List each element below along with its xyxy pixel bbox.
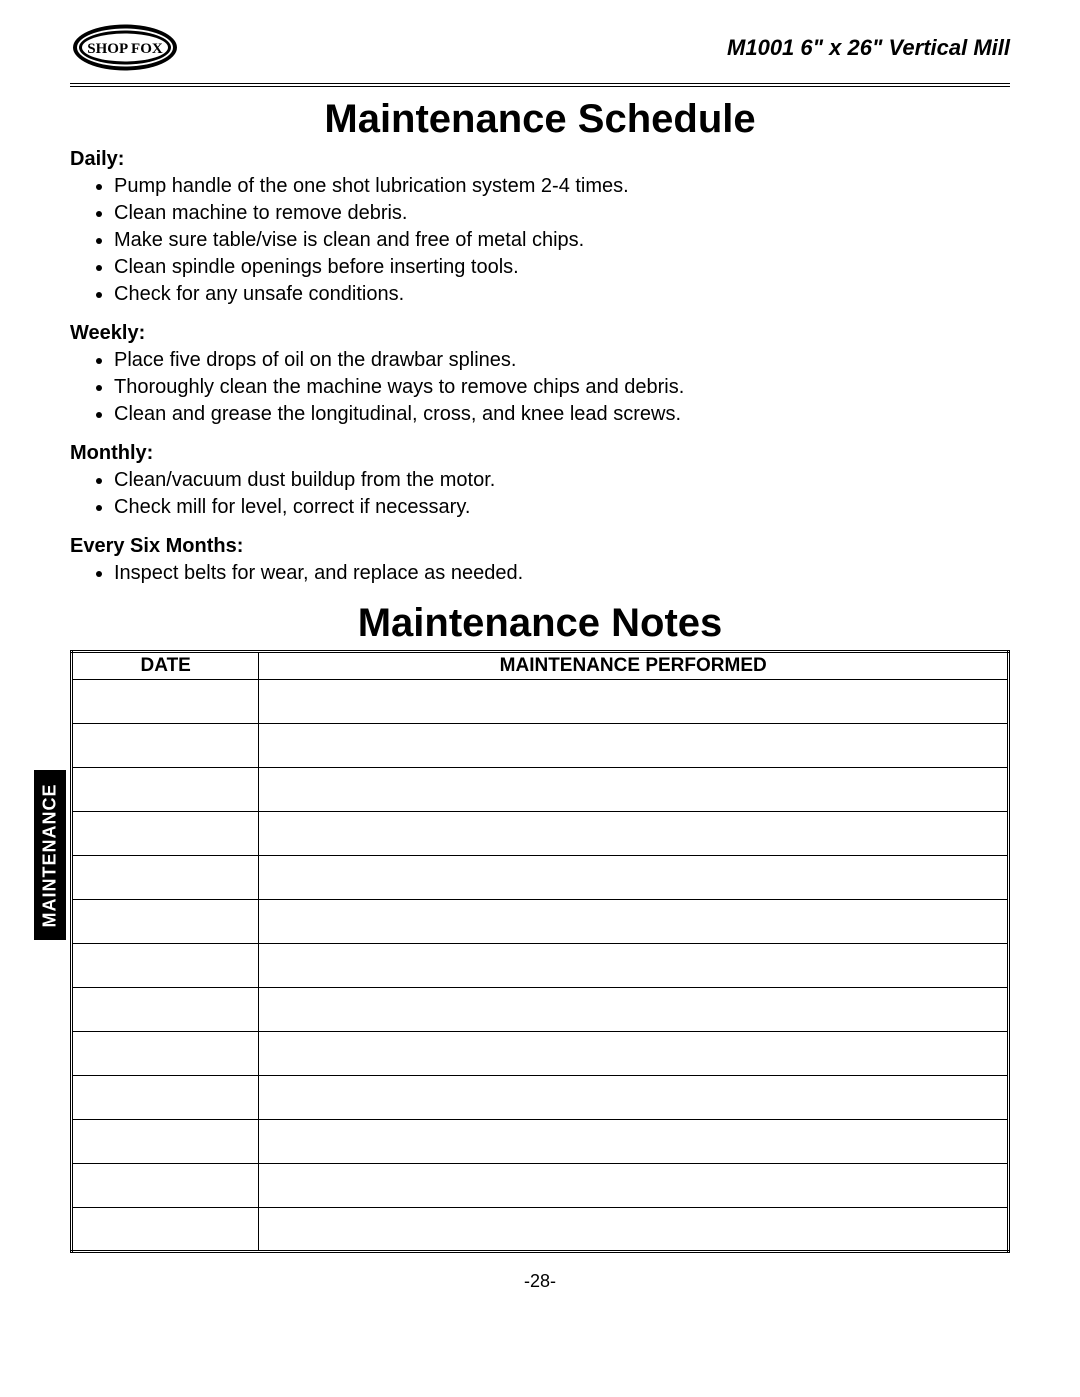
cell-date[interactable] — [72, 723, 259, 767]
schedule-list: Pump handle of the one shot lubrication … — [70, 173, 1010, 308]
side-tab-label: MAINTENANCE — [40, 783, 61, 927]
schedule-sections: Daily:Pump handle of the one shot lubric… — [70, 148, 1010, 587]
cell-date[interactable] — [72, 855, 259, 899]
cell-performed[interactable] — [259, 767, 1009, 811]
schedule-item: Check for any unsafe conditions. — [114, 281, 1010, 308]
table-row — [72, 987, 1009, 1031]
table-row — [72, 1207, 1009, 1251]
cell-performed[interactable] — [259, 1163, 1009, 1207]
cell-performed[interactable] — [259, 855, 1009, 899]
schedule-list: Inspect belts for wear, and replace as n… — [70, 560, 1010, 587]
cell-date[interactable] — [72, 811, 259, 855]
cell-performed[interactable] — [259, 943, 1009, 987]
cell-performed[interactable] — [259, 811, 1009, 855]
schedule-item: Place five drops of oil on the drawbar s… — [114, 347, 1010, 374]
schedule-title: Maintenance Schedule — [70, 97, 1010, 142]
cell-date[interactable] — [72, 1031, 259, 1075]
schedule-section: Weekly:Place five drops of oil on the dr… — [70, 322, 1010, 428]
notes-title: Maintenance Notes — [70, 601, 1010, 646]
table-row — [72, 1119, 1009, 1163]
table-row — [72, 943, 1009, 987]
cell-date[interactable] — [72, 943, 259, 987]
section-side-tab: MAINTENANCE — [34, 770, 66, 940]
table-row — [72, 811, 1009, 855]
table-row — [72, 1075, 1009, 1119]
cell-date[interactable] — [72, 1163, 259, 1207]
table-row — [72, 767, 1009, 811]
table-row — [72, 899, 1009, 943]
cell-performed[interactable] — [259, 679, 1009, 723]
cell-performed[interactable] — [259, 1119, 1009, 1163]
cell-performed[interactable] — [259, 987, 1009, 1031]
table-row — [72, 679, 1009, 723]
cell-performed[interactable] — [259, 723, 1009, 767]
cell-performed[interactable] — [259, 1075, 1009, 1119]
schedule-item: Check mill for level, correct if necessa… — [114, 494, 1010, 521]
cell-performed[interactable] — [259, 899, 1009, 943]
schedule-section: Daily:Pump handle of the one shot lubric… — [70, 148, 1010, 308]
schedule-list: Place five drops of oil on the drawbar s… — [70, 347, 1010, 428]
page-header: SHOP FOX M1001 6" x 26" Vertical Mill — [70, 20, 1010, 75]
schedule-item: Pump handle of the one shot lubrication … — [114, 173, 1010, 200]
table-row — [72, 1031, 1009, 1075]
brand-logo: SHOP FOX — [70, 20, 180, 75]
logo-text: SHOP FOX — [87, 41, 163, 57]
cell-performed[interactable] — [259, 1031, 1009, 1075]
table-header-row: DATE MAINTENANCE PERFORMED — [72, 652, 1009, 680]
col-header-performed: MAINTENANCE PERFORMED — [259, 652, 1009, 680]
schedule-item: Clean and grease the longitudinal, cross… — [114, 401, 1010, 428]
schedule-heading: Every Six Months: — [70, 535, 1010, 558]
table-row — [72, 855, 1009, 899]
cell-date[interactable] — [72, 679, 259, 723]
schedule-item: Thoroughly clean the machine ways to rem… — [114, 374, 1010, 401]
cell-date[interactable] — [72, 987, 259, 1031]
maintenance-notes-table: DATE MAINTENANCE PERFORMED — [70, 650, 1010, 1253]
schedule-item: Clean machine to remove debris. — [114, 200, 1010, 227]
schedule-section: Every Six Months:Inspect belts for wear,… — [70, 535, 1010, 587]
schedule-heading: Weekly: — [70, 322, 1010, 345]
schedule-item: Inspect belts for wear, and replace as n… — [114, 560, 1010, 587]
cell-performed[interactable] — [259, 1207, 1009, 1251]
cell-date[interactable] — [72, 767, 259, 811]
table-row — [72, 1163, 1009, 1207]
schedule-heading: Monthly: — [70, 442, 1010, 465]
page-number: -28- — [70, 1271, 1010, 1292]
cell-date[interactable] — [72, 1207, 259, 1251]
product-title: M1001 6" x 26" Vertical Mill — [727, 35, 1010, 61]
cell-date[interactable] — [72, 899, 259, 943]
schedule-item: Make sure table/vise is clean and free o… — [114, 227, 1010, 254]
schedule-item: Clean spindle openings before inserting … — [114, 254, 1010, 281]
table-row — [72, 723, 1009, 767]
manual-page: SHOP FOX M1001 6" x 26" Vertical Mill Ma… — [0, 0, 1080, 1397]
cell-date[interactable] — [72, 1075, 259, 1119]
schedule-list: Clean/vacuum dust buildup from the motor… — [70, 467, 1010, 521]
schedule-item: Clean/vacuum dust buildup from the motor… — [114, 467, 1010, 494]
col-header-date: DATE — [72, 652, 259, 680]
header-rule — [70, 83, 1010, 87]
schedule-heading: Daily: — [70, 148, 1010, 171]
cell-date[interactable] — [72, 1119, 259, 1163]
schedule-section: Monthly:Clean/vacuum dust buildup from t… — [70, 442, 1010, 521]
